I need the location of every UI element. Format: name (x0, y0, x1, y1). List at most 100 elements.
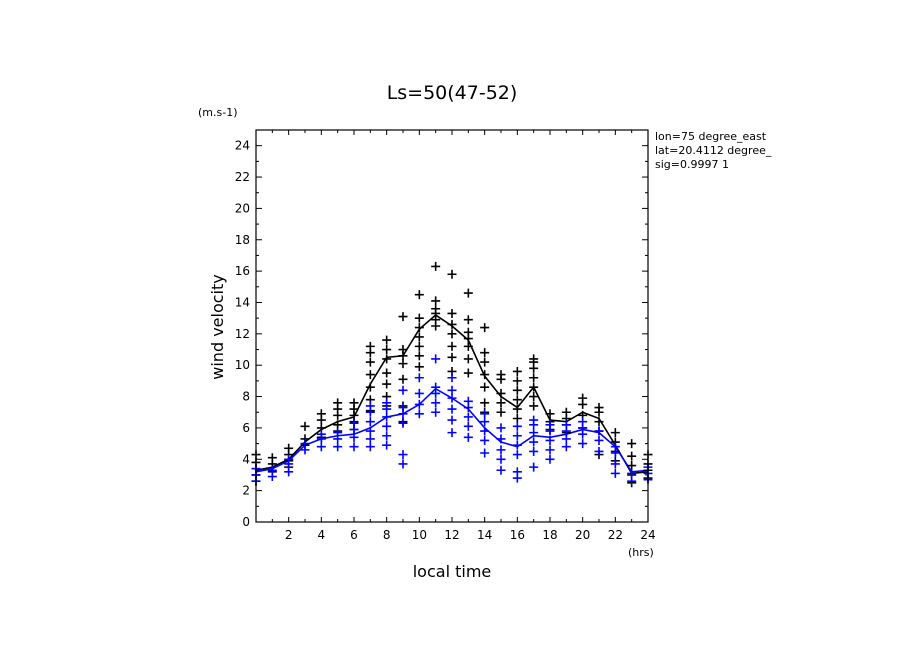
data-point-blue (594, 435, 604, 445)
data-point-blue (365, 417, 375, 427)
data-point-blue (545, 435, 555, 445)
data-point-blue (398, 418, 408, 428)
y-tick-label: 24 (235, 139, 250, 153)
data-point-black (463, 315, 473, 325)
data-point-blue (414, 399, 424, 409)
info-line-lat: lat=20.4112 degree_ (655, 144, 772, 157)
x-tick-label: 16 (510, 528, 525, 542)
data-point-black (496, 407, 506, 417)
data-point-black (414, 290, 424, 300)
data-point-blue (284, 454, 294, 464)
data-point-blue (480, 448, 490, 458)
data-point-blue (610, 442, 620, 452)
data-point-black (447, 308, 457, 318)
data-point-black (365, 357, 375, 367)
data-point-blue (463, 412, 473, 422)
data-point-black (480, 323, 490, 333)
data-point-blue (545, 445, 555, 455)
data-point-black (447, 269, 457, 279)
data-point-blue (431, 407, 441, 417)
data-point-black (480, 398, 490, 408)
data-point-black (398, 359, 408, 369)
data-point-black (365, 382, 375, 392)
data-point-blue (545, 420, 555, 430)
data-point-black (463, 368, 473, 378)
y-tick-label: 6 (242, 421, 250, 435)
y-tick-label: 22 (235, 170, 250, 184)
data-point-black (431, 261, 441, 271)
data-point-blue (316, 442, 326, 452)
data-point-blue (447, 393, 457, 403)
data-point-black (414, 313, 424, 323)
x-tick-label: 14 (477, 528, 492, 542)
x-tick-label: 22 (608, 528, 623, 542)
data-point-blue (284, 467, 294, 477)
data-point-black (349, 398, 359, 408)
x-tick-label: 6 (350, 528, 358, 542)
data-point-blue (382, 431, 392, 441)
data-point-blue (382, 412, 392, 422)
data-point-black (463, 327, 473, 337)
data-point-blue (463, 432, 473, 442)
data-point-black (365, 341, 375, 351)
data-point-black (414, 332, 424, 342)
data-point-blue (496, 465, 506, 475)
x-tick-label: 20 (575, 528, 590, 542)
data-point-blue (545, 454, 555, 464)
data-point-blue (382, 398, 392, 408)
data-point-black (578, 393, 588, 403)
data-point-blue (529, 446, 539, 456)
data-point-blue (512, 467, 522, 477)
y-tick-label: 12 (235, 327, 250, 341)
data-point-black (627, 439, 637, 449)
data-point-blue (561, 434, 571, 444)
data-point-blue (529, 462, 539, 472)
data-point-blue (578, 417, 588, 427)
data-point-black (463, 288, 473, 298)
data-point-blue (382, 440, 392, 450)
data-point-black (512, 366, 522, 376)
data-point-black (561, 407, 571, 417)
x-tick-label: 18 (542, 528, 557, 542)
data-point-blue (365, 434, 375, 444)
data-point-blue (627, 468, 637, 478)
data-point-black (414, 323, 424, 333)
y-unit-label: (m.s-1) (198, 106, 238, 119)
data-point-black (365, 370, 375, 380)
data-point-black (447, 352, 457, 362)
data-point-black (512, 376, 522, 386)
data-point-black (512, 385, 522, 395)
info-line-sig: sig=0.9997 1 (655, 158, 729, 171)
data-point-black (431, 304, 441, 314)
data-point-black (398, 312, 408, 322)
y-tick-label: 10 (235, 358, 250, 372)
data-point-black (545, 409, 555, 419)
data-point-blue (496, 434, 506, 444)
data-point-black (496, 370, 506, 380)
data-point-black (382, 379, 392, 389)
data-point-blue (349, 442, 359, 452)
x-tick-label: 12 (444, 528, 459, 542)
data-point-blue (398, 459, 408, 469)
data-point-blue (463, 421, 473, 431)
data-point-black (512, 395, 522, 405)
data-point-black (316, 409, 326, 419)
data-point-black (480, 348, 490, 358)
data-point-blue (529, 428, 539, 438)
data-point-blue (447, 415, 457, 425)
data-point-black (463, 341, 473, 351)
data-point-blue (578, 439, 588, 449)
data-point-blue (414, 373, 424, 383)
data-point-black (398, 374, 408, 384)
data-point-blue (447, 404, 457, 414)
data-point-blue (512, 440, 522, 450)
data-point-blue (447, 428, 457, 438)
data-point-blue (610, 468, 620, 478)
data-point-blue (594, 426, 604, 436)
data-point-black (496, 388, 506, 398)
data-point-black (627, 451, 637, 461)
x-unit-label: (hrs) (628, 546, 654, 559)
x-tick-label: 10 (412, 528, 427, 542)
data-point-blue (480, 417, 490, 427)
data-point-black (512, 404, 522, 414)
